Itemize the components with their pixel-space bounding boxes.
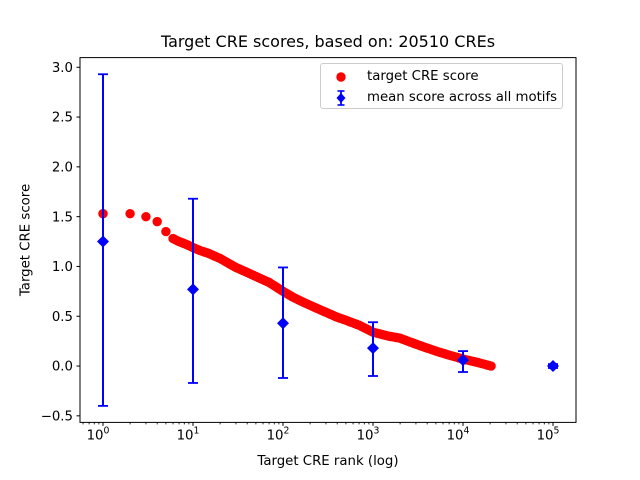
data-point bbox=[187, 283, 199, 296]
y-axis: −0.5 0.0 0.5 1.0 1.5 2.0 2.5 3.0 bbox=[41, 61, 80, 424]
y-tick-label: 2.5 bbox=[52, 111, 73, 126]
x-axis: 100 101 102 103 104 105 bbox=[82, 422, 560, 443]
y-tick-label: 2.0 bbox=[52, 160, 73, 175]
series-target-cre-score bbox=[98, 208, 496, 371]
y-axis-label: Target CRE score bbox=[18, 183, 34, 297]
data-point bbox=[484, 360, 494, 371]
y-tick-label: 1.5 bbox=[52, 210, 73, 225]
y-tick-label: −0.5 bbox=[41, 409, 73, 424]
data-point bbox=[141, 211, 151, 222]
legend-label: target CRE score bbox=[367, 69, 479, 84]
chart-title: Target CRE scores, based on: 20510 CREs bbox=[160, 32, 496, 51]
y-tick-label: 1.0 bbox=[52, 260, 73, 275]
data-point bbox=[125, 208, 135, 219]
data-point bbox=[97, 235, 109, 248]
x-tick-label: 101 bbox=[177, 425, 200, 443]
data-point bbox=[277, 317, 289, 330]
legend-item-target-cre-score: target CRE score bbox=[321, 66, 562, 87]
x-tick-label: 103 bbox=[357, 425, 380, 443]
x-axis-label: Target CRE rank (log) bbox=[257, 454, 399, 469]
data-point bbox=[547, 360, 559, 373]
data-point bbox=[161, 226, 171, 237]
legend-item-mean-score: mean score across all motifs bbox=[321, 87, 562, 108]
x-tick-label: 100 bbox=[87, 425, 110, 443]
series-mean-score bbox=[97, 73, 559, 407]
legend-label: mean score across all motifs bbox=[367, 90, 558, 105]
y-tick-label: 0.0 bbox=[52, 360, 73, 375]
y-tick-label: 3.0 bbox=[52, 61, 73, 76]
x-tick-label: 105 bbox=[537, 425, 560, 443]
x-tick-label: 102 bbox=[267, 425, 290, 443]
x-tick-label: 104 bbox=[447, 425, 470, 443]
y-tick-label: 0.5 bbox=[52, 310, 73, 325]
red-circle-icon bbox=[336, 71, 346, 82]
plot-border bbox=[79, 57, 577, 423]
legend: target CRE score mean score across all m… bbox=[320, 63, 563, 109]
data-point bbox=[457, 354, 469, 367]
data-point bbox=[367, 342, 379, 355]
blue-diamond-errorbar-icon bbox=[336, 89, 346, 106]
data-point bbox=[152, 216, 162, 227]
